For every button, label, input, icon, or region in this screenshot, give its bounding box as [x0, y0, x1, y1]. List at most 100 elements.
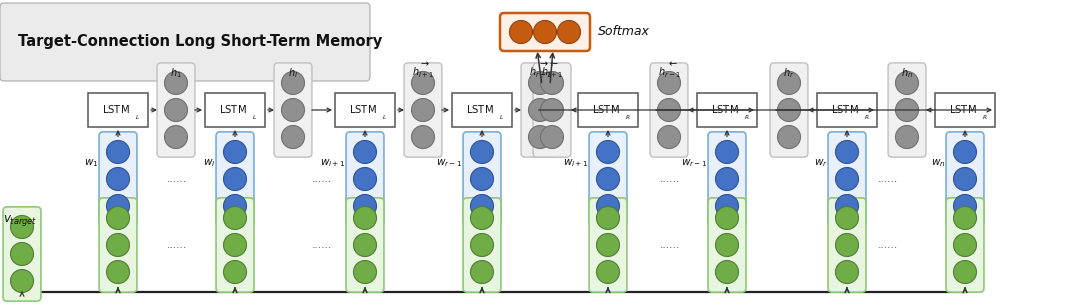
Text: $_R$: $_R$: [864, 113, 869, 122]
FancyBboxPatch shape: [650, 63, 688, 157]
Ellipse shape: [528, 72, 552, 95]
Ellipse shape: [836, 234, 859, 257]
Ellipse shape: [224, 234, 246, 257]
FancyBboxPatch shape: [770, 63, 808, 157]
Ellipse shape: [107, 195, 130, 218]
Text: $\mathrm{LSTM}$: $\mathrm{LSTM}$: [711, 103, 739, 115]
FancyBboxPatch shape: [946, 198, 984, 292]
FancyBboxPatch shape: [216, 198, 254, 292]
Text: $h_n$: $h_n$: [901, 66, 913, 80]
FancyBboxPatch shape: [708, 132, 746, 226]
Ellipse shape: [528, 99, 552, 122]
Text: $\mathrm{LSTM}$: $\mathrm{LSTM}$: [349, 103, 377, 115]
FancyBboxPatch shape: [578, 93, 638, 127]
Text: ......: ......: [167, 240, 187, 250]
Ellipse shape: [107, 141, 130, 163]
Text: $_L$: $_L$: [253, 113, 257, 122]
Ellipse shape: [471, 261, 494, 284]
FancyBboxPatch shape: [404, 63, 442, 157]
Text: ......: ......: [878, 240, 899, 250]
Ellipse shape: [596, 234, 620, 257]
Ellipse shape: [224, 168, 246, 191]
FancyBboxPatch shape: [463, 132, 501, 226]
Ellipse shape: [557, 21, 581, 44]
Ellipse shape: [596, 261, 620, 284]
Ellipse shape: [778, 99, 800, 122]
Ellipse shape: [715, 195, 739, 218]
Ellipse shape: [353, 234, 377, 257]
Ellipse shape: [11, 270, 33, 293]
Text: ......: ......: [878, 174, 899, 184]
FancyBboxPatch shape: [589, 132, 627, 226]
Ellipse shape: [224, 195, 246, 218]
Ellipse shape: [471, 141, 494, 163]
FancyBboxPatch shape: [888, 63, 926, 157]
Ellipse shape: [534, 21, 556, 44]
Ellipse shape: [596, 141, 620, 163]
FancyBboxPatch shape: [99, 132, 137, 226]
Ellipse shape: [471, 234, 494, 257]
FancyBboxPatch shape: [157, 63, 195, 157]
FancyBboxPatch shape: [346, 198, 384, 292]
Text: $w_n$: $w_n$: [931, 157, 946, 169]
Ellipse shape: [107, 234, 130, 257]
Text: $v_{target}$: $v_{target}$: [3, 213, 38, 228]
Ellipse shape: [107, 207, 130, 229]
Ellipse shape: [282, 126, 305, 149]
Ellipse shape: [778, 126, 800, 149]
Text: $\mathrm{LSTM}$: $\mathrm{LSTM}$: [467, 103, 494, 115]
Text: $\overrightarrow{h_{r-1}}$: $\overrightarrow{h_{r-1}}$: [528, 61, 552, 80]
Ellipse shape: [540, 72, 564, 95]
FancyBboxPatch shape: [335, 93, 395, 127]
Ellipse shape: [411, 126, 434, 149]
Ellipse shape: [715, 207, 739, 229]
Ellipse shape: [715, 234, 739, 257]
FancyBboxPatch shape: [708, 198, 746, 292]
Text: ......: ......: [312, 174, 333, 184]
Ellipse shape: [715, 168, 739, 191]
Text: Softmax: Softmax: [598, 25, 650, 37]
FancyBboxPatch shape: [521, 63, 559, 157]
Ellipse shape: [596, 195, 620, 218]
Ellipse shape: [836, 207, 859, 229]
Ellipse shape: [895, 72, 918, 95]
FancyBboxPatch shape: [500, 13, 590, 51]
Ellipse shape: [107, 261, 130, 284]
FancyBboxPatch shape: [346, 132, 384, 226]
Ellipse shape: [954, 195, 976, 218]
Ellipse shape: [353, 207, 377, 229]
Ellipse shape: [353, 261, 377, 284]
Text: $w_r$: $w_r$: [814, 157, 827, 169]
Ellipse shape: [224, 141, 246, 163]
FancyBboxPatch shape: [935, 93, 995, 127]
Ellipse shape: [282, 72, 305, 95]
Ellipse shape: [954, 207, 976, 229]
Ellipse shape: [224, 207, 246, 229]
Ellipse shape: [954, 141, 976, 163]
Text: $w_{l+1}$: $w_{l+1}$: [321, 157, 346, 169]
FancyBboxPatch shape: [463, 198, 501, 292]
FancyBboxPatch shape: [453, 93, 512, 127]
FancyBboxPatch shape: [87, 93, 148, 127]
Text: $_L$: $_L$: [499, 113, 504, 122]
Ellipse shape: [836, 261, 859, 284]
Ellipse shape: [715, 261, 739, 284]
Text: $_L$: $_L$: [135, 113, 140, 122]
Ellipse shape: [510, 21, 532, 44]
Ellipse shape: [836, 168, 859, 191]
Text: $h_r$: $h_r$: [783, 66, 795, 80]
Ellipse shape: [658, 72, 680, 95]
Text: $_R$: $_R$: [982, 113, 988, 122]
Ellipse shape: [836, 195, 859, 218]
Text: $\overleftarrow{h_{r-1}}$: $\overleftarrow{h_{r-1}}$: [658, 61, 680, 80]
Text: ......: ......: [167, 174, 187, 184]
Ellipse shape: [596, 207, 620, 229]
Text: $\overrightarrow{h_{l+1}}$: $\overrightarrow{h_{l+1}}$: [411, 61, 434, 80]
Text: $\mathrm{LSTM}$: $\mathrm{LSTM}$: [103, 103, 130, 115]
Ellipse shape: [895, 99, 918, 122]
Ellipse shape: [596, 168, 620, 191]
Ellipse shape: [411, 99, 434, 122]
Text: $w_1$: $w_1$: [84, 157, 98, 169]
FancyBboxPatch shape: [816, 93, 877, 127]
Text: ......: ......: [660, 240, 680, 250]
